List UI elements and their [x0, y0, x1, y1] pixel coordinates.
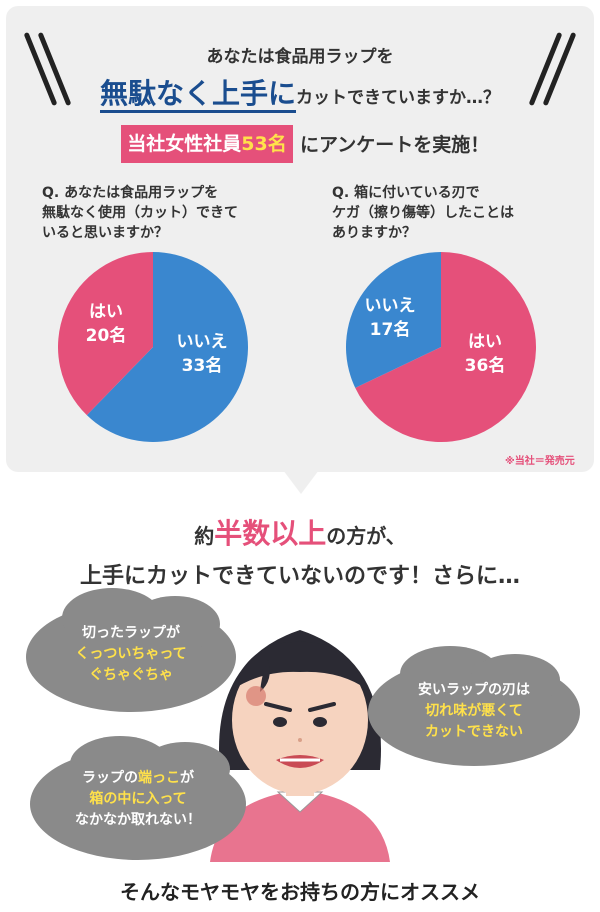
thought-cloud	[140, 742, 230, 796]
frustrated-woman-illustration	[210, 630, 390, 862]
statement-line1: 約半数以上の方が、	[194, 517, 406, 550]
survey-suffix: にアンケートを実施！	[300, 134, 490, 156]
pie1-slice-label: はい 20名	[85, 302, 127, 346]
panel-pointer	[283, 470, 319, 494]
pie1-slice-0	[86, 252, 248, 442]
survey-prefix: 当社女性社員	[127, 133, 242, 155]
pie1-slice-label: いいえ 33名	[176, 332, 228, 376]
cloud-text-3: ラップの端っこが 箱の中に入って なかなか取れない！	[75, 770, 201, 828]
cloud-text-1: 切ったラップが くっついちゃって ぐちゃぐちゃ	[75, 625, 187, 683]
survey-badge: 当社女性社員53名	[121, 125, 293, 163]
statement-line2: 上手にカットできていないのです！さらに…	[79, 564, 520, 589]
cloud-text-2: 安いラップの刃は 切れ味が悪くて カットできない	[418, 682, 530, 740]
pie-chart-q1	[58, 252, 248, 442]
question-2: Q. 箱に付いている刃で ケガ（擦り傷等）したことは ありますか？	[332, 185, 514, 241]
question-1: Q. あなたは食品用ラップを 無駄なく使用（カット）できて いると思いますか？	[42, 185, 238, 241]
pie2-slice-label: いいえ 17名	[364, 296, 416, 340]
pie1-slice-1	[58, 252, 153, 416]
thought-cloud	[470, 654, 560, 706]
bottom-tagline: そんなモヤモヤをお持ちの方にオススメ	[120, 880, 480, 904]
headline-emphasis: 無駄なく上手に	[99, 77, 296, 113]
headline-line2: 無駄なく上手にカットできていますか…？	[0, 72, 600, 113]
pie-chart-q2	[346, 252, 536, 442]
headline-question: カットできていますか…？	[296, 88, 500, 108]
headline-line1: あなたは食品用ラップを	[206, 47, 394, 67]
pie2-slice-0	[355, 252, 536, 442]
pie2-slice-label: はい 36名	[464, 332, 506, 376]
thought-cloud	[130, 596, 220, 652]
footnote: ※当社＝発売元	[505, 456, 575, 467]
survey-count: 53名	[241, 133, 287, 155]
statement-highlight: 半数以上	[214, 517, 327, 550]
pie2-slice-1	[346, 252, 441, 388]
